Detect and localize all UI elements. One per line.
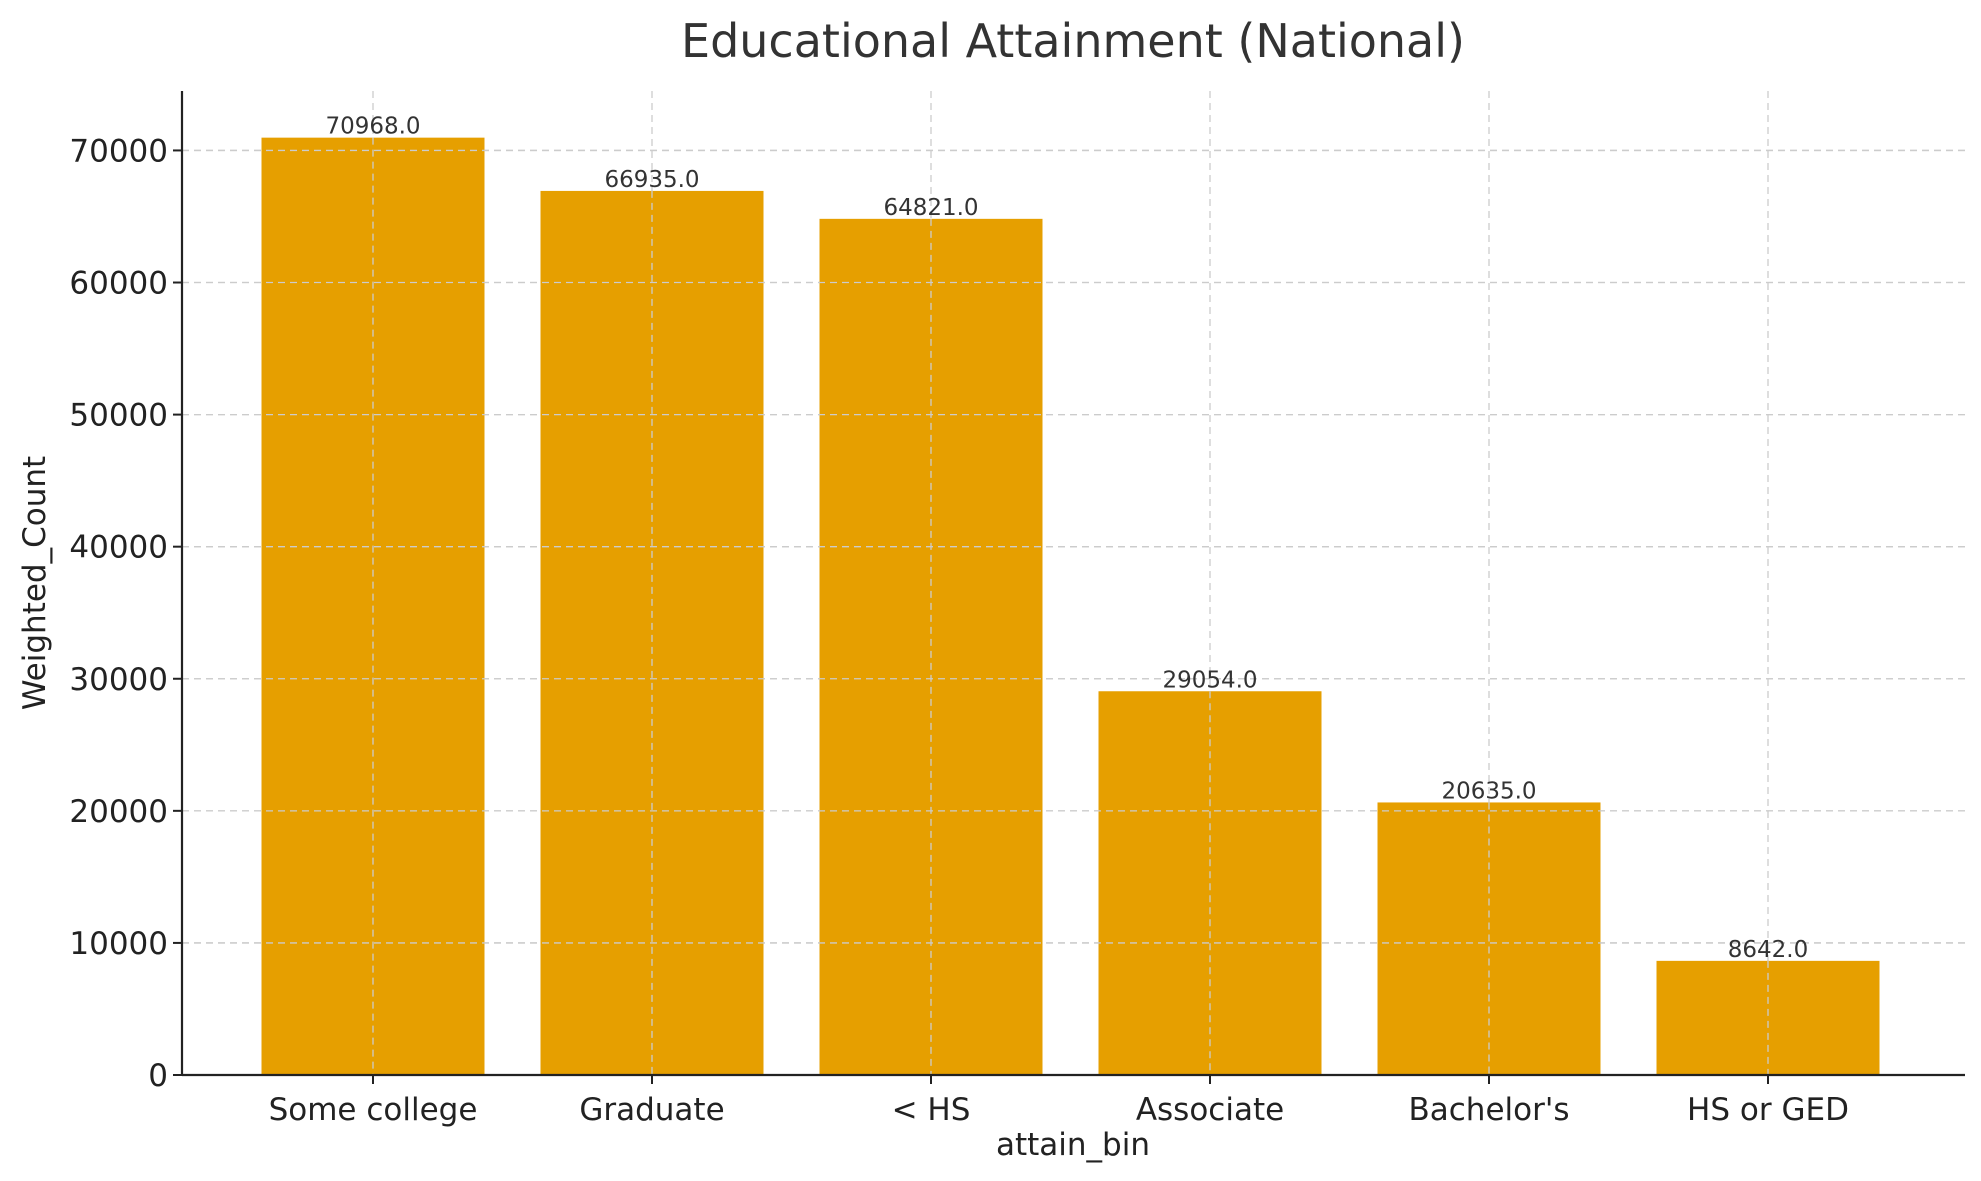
chart-title: Educational Attainment (National): [681, 14, 1465, 68]
x-axis-label: attain_bin: [996, 1127, 1150, 1163]
labels-layer: 70968.0 66935.0 64821.0 29054.0 20635.0 8642.…: [325, 114, 1808, 963]
x-tick-label: Associate: [1136, 1092, 1284, 1128]
bar: [1656, 960, 1880, 1075]
y-tick-label: 20000: [69, 794, 168, 830]
bar-data-label: 20635.0: [1441, 778, 1536, 804]
x-tick-label: Some college: [269, 1092, 478, 1128]
y-tick-label: 40000: [69, 530, 168, 566]
bar-data-label: 70968.0: [325, 114, 420, 140]
bar-data-label: 8642.0: [1728, 937, 1808, 963]
bar: [819, 218, 1043, 1075]
ticks-layer: 0 10000 20000 30000 40000 50000 60000 70000 Some…: [69, 133, 1849, 1128]
bar-data-label: 66935.0: [604, 167, 699, 193]
x-tick-label: HS or GED: [1687, 1092, 1849, 1128]
y-tick-label: 70000: [69, 133, 168, 169]
y-tick-label: 0: [148, 1058, 168, 1094]
y-tick-label: 30000: [69, 662, 168, 698]
x-tick-label: < HS: [892, 1092, 971, 1128]
axes-layer: [180, 91, 1965, 1077]
y-tick-label: 60000: [69, 266, 168, 302]
y-tick-label: 10000: [69, 926, 168, 962]
x-tick-label: Bachelor's: [1408, 1092, 1569, 1128]
bar-data-label: 64821.0: [883, 195, 978, 221]
x-tick-label: Graduate: [579, 1092, 724, 1128]
bars-layer: [182, 137, 1965, 1075]
y-axis-label: Weighted_Count: [17, 456, 53, 710]
bar-data-label: 29054.0: [1162, 667, 1257, 693]
y-tick-label: 50000: [69, 398, 168, 434]
